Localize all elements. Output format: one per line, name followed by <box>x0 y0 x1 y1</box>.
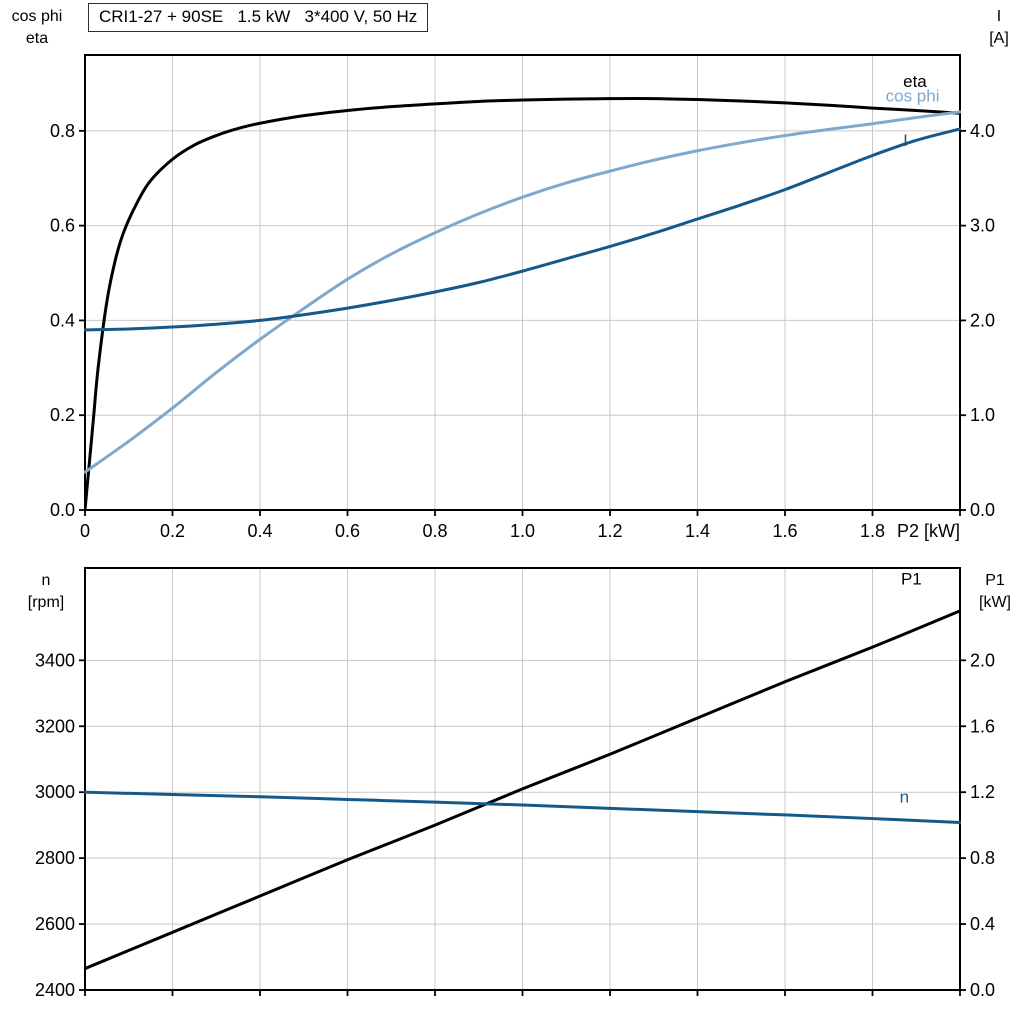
right-tick-label: 1.6 <box>970 716 995 736</box>
right-axis-title-line2: [kW] <box>979 593 1011 611</box>
x-tick-label: 0.2 <box>160 521 185 541</box>
left-axis-title-top: cos phi eta <box>4 6 70 49</box>
right-tick-label: 0.0 <box>970 500 995 520</box>
series-label-speed: n <box>900 788 909 807</box>
right-axis-title-bottom: P1 [kW] <box>970 570 1020 613</box>
right-tick-label: 2.0 <box>970 310 995 330</box>
series-label-cos-phi: cos phi <box>886 86 940 105</box>
right-tick-label: 1.0 <box>970 405 995 425</box>
right-tick-label: 3.0 <box>970 216 995 236</box>
left-tick-label: 0.4 <box>50 310 75 330</box>
series-label-current: I <box>903 131 908 150</box>
left-axis-title-line2: [rpm] <box>27 593 65 611</box>
left-tick-label: 0.6 <box>50 216 75 236</box>
x-tick-label: 1.8 <box>860 521 885 541</box>
chart-panel-top: 0 0.2 0.4 0.6 0.8 1.0 1.2 1.4 1.6 1.8 0.0 0.2 0.4 0.6… <box>50 54 995 541</box>
grid-layer <box>85 55 960 510</box>
left-tick-label: 0.8 <box>50 121 75 141</box>
right-tick-label: 0.0 <box>970 980 995 1000</box>
left-tick-label: 2800 <box>35 848 75 868</box>
series-p1-curve <box>84 609 961 971</box>
left-axis-title-line1: cos phi <box>11 8 63 25</box>
series-current-curve <box>84 127 961 332</box>
series-label-p1: P1 <box>901 569 922 588</box>
right-axis-title-line2: [A] <box>989 29 1009 47</box>
right-tick-label: 1.2 <box>970 782 995 802</box>
right-axis-title-line1: I <box>996 8 1002 25</box>
x-tick-label: 1.4 <box>685 521 710 541</box>
x-tick-label: 1.6 <box>772 521 797 541</box>
right-tick-label: 0.4 <box>970 914 995 934</box>
grid-layer <box>85 568 960 990</box>
left-axis-title-line2: eta <box>25 29 49 47</box>
x-tick-label: 0.4 <box>247 521 272 541</box>
left-tick-label: 0.2 <box>50 405 75 425</box>
tick-labels: 2400 2600 2800 3000 3200 3400 0.0 0.4 0.8 1.2 1.6 2… <box>35 650 995 1000</box>
right-tick-label: 2.0 <box>970 650 995 670</box>
chart-title: CRI1-27 + 90SE 1.5 kW 3*400 V, 50 Hz <box>88 3 429 32</box>
tick-layer <box>79 659 966 996</box>
right-tick-label: 0.8 <box>970 848 995 868</box>
left-tick-label: 2600 <box>35 914 75 934</box>
right-axis-title-top: I [A] <box>977 6 1021 49</box>
left-tick-label: 0.0 <box>50 500 75 520</box>
chart-panel-bottom: 2400 2600 2800 3000 3200 3400 0.0 0.4 0.8 1.2 1.6 2… <box>35 567 995 1000</box>
series-speed-curve <box>84 790 961 825</box>
x-tick-label: 0.8 <box>422 521 447 541</box>
x-tick-label: 1.0 <box>510 521 535 541</box>
tick-labels: 0 0.2 0.4 0.6 0.8 1.0 1.2 1.4 1.6 1.8 0.0 0.2 0.4 0.6… <box>50 121 995 541</box>
right-tick-label: 4.0 <box>970 121 995 141</box>
series-cos-phi-curve <box>84 110 961 474</box>
left-tick-label: 3200 <box>35 716 75 736</box>
series-label-eta: eta <box>903 72 927 91</box>
left-tick-label: 3400 <box>35 650 75 670</box>
left-axis-title-bottom: n [rpm] <box>14 570 78 613</box>
x-tick-label: 0 <box>80 521 90 541</box>
left-tick-label: 3000 <box>35 782 75 802</box>
left-axis-title-line1: n <box>41 572 51 589</box>
right-axis-title-line1: P1 <box>985 572 1005 589</box>
series-eta-curve <box>84 97 961 511</box>
left-tick-label: 2400 <box>35 980 75 1000</box>
x-axis-unit-label: P2 [kW] <box>897 521 960 541</box>
x-tick-label: 1.2 <box>597 521 622 541</box>
x-tick-label: 0.6 <box>335 521 360 541</box>
